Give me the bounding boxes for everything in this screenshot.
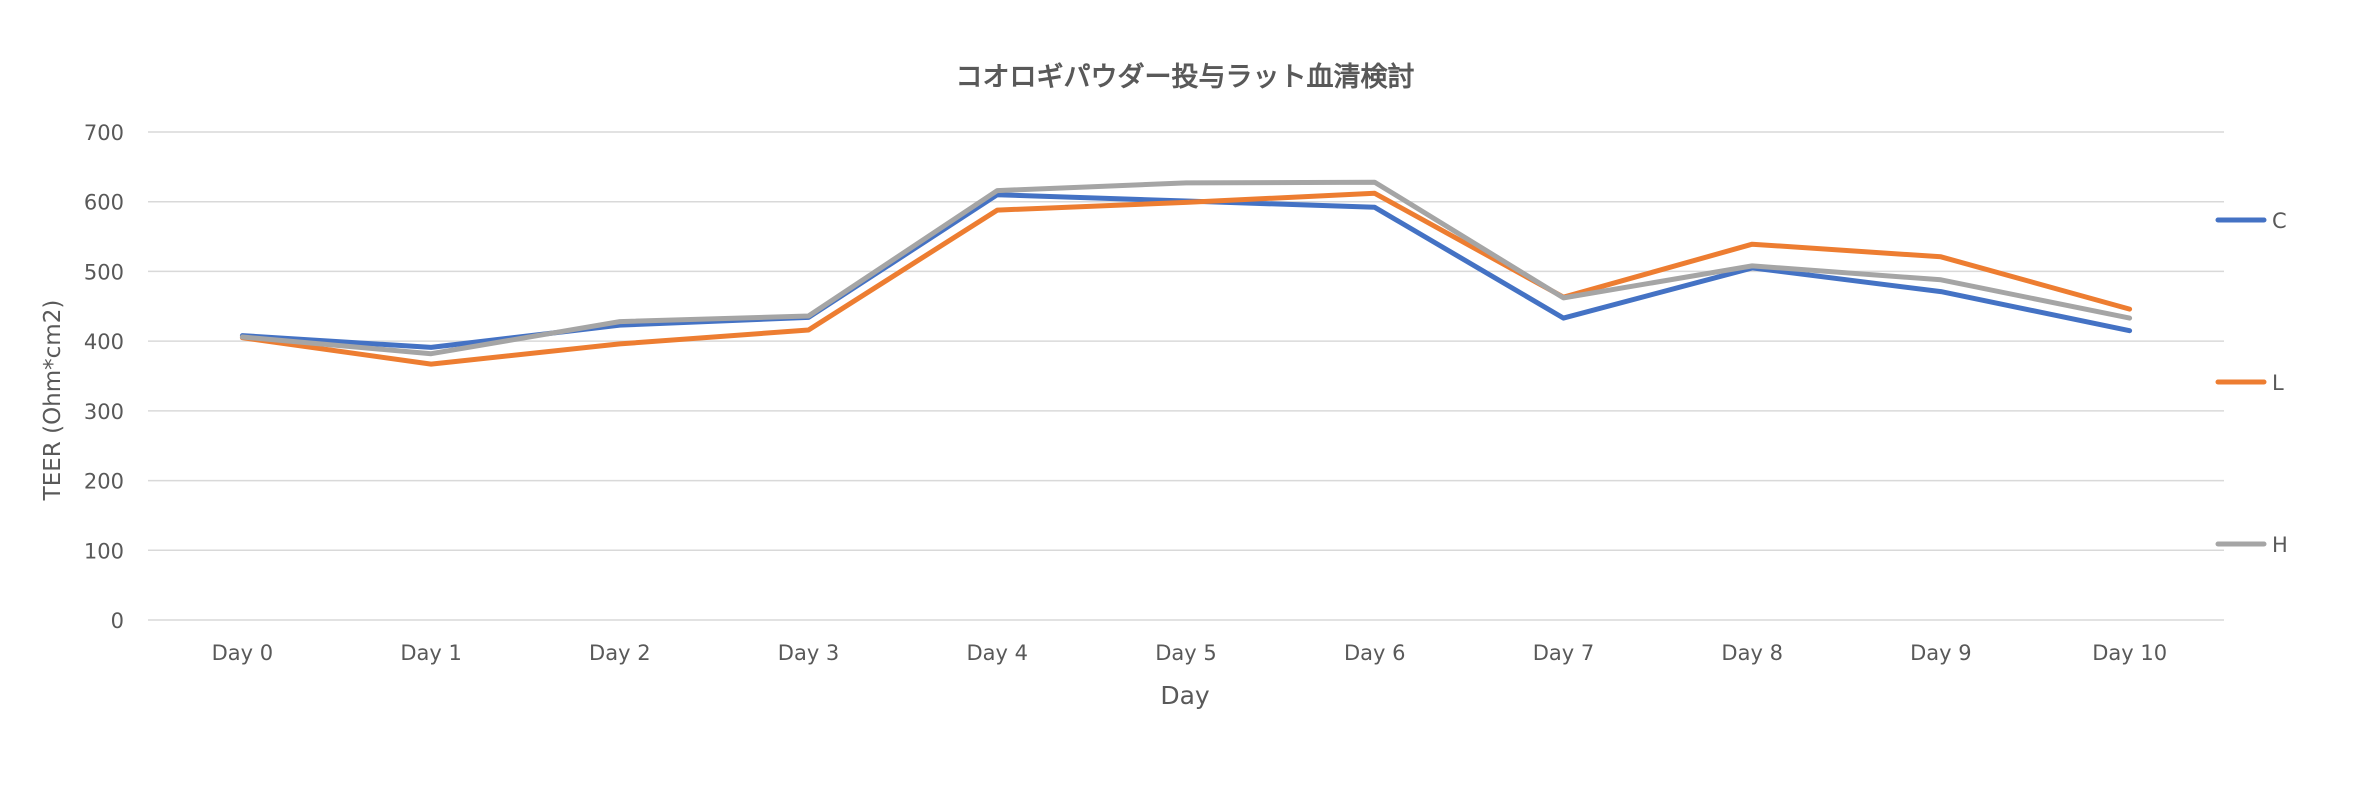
legend-label-h: H	[2272, 533, 2288, 557]
y-tick-label: 300	[84, 400, 124, 424]
y-tick-label: 200	[84, 470, 124, 494]
y-tick-label: 100	[84, 539, 124, 563]
x-axis-label: Day	[1160, 681, 1210, 710]
legend: C L H	[2215, 209, 2288, 557]
x-tick-label: Day 8	[1721, 641, 1783, 665]
y-tick-label: 500	[84, 260, 124, 284]
x-tick-label: Day 6	[1344, 641, 1406, 665]
y-tick-label: 400	[84, 330, 124, 354]
y-tick-label: 700	[84, 121, 124, 145]
series-line-h	[239, 179, 2133, 357]
x-tick-label: Day 5	[1155, 641, 1217, 665]
x-tick-label: Day 7	[1533, 641, 1595, 665]
x-tick-labels: Day 0 Day 1 Day 2 Day 3 Day 4 Day 5 Day 6 Day 7…	[212, 641, 2167, 665]
x-tick-label: Day 9	[1910, 641, 1972, 665]
x-tick-label: Day 1	[400, 641, 462, 665]
legend-label-c: C	[2272, 209, 2287, 233]
x-tick-label: Day 3	[778, 641, 840, 665]
gridlines	[148, 131, 2224, 621]
x-tick-label: Day 4	[967, 641, 1029, 665]
y-tick-label: 0	[111, 609, 124, 633]
x-tick-label: Day 0	[212, 641, 274, 665]
x-tick-label: Day 2	[589, 641, 651, 665]
legend-label-l: L	[2272, 371, 2284, 395]
y-axis-label: TEER (Ohm*cm2)	[40, 300, 66, 502]
y-tick-labels: 0 100 200 300 400 500 600 700	[84, 121, 124, 633]
x-tick-label: Day 10	[2092, 641, 2167, 665]
chart-title: コオロギパウダー投与ラット血清検討	[956, 61, 1415, 93]
series-lines	[239, 179, 2133, 367]
y-tick-label: 600	[84, 191, 124, 215]
series-line-l	[239, 190, 2133, 367]
